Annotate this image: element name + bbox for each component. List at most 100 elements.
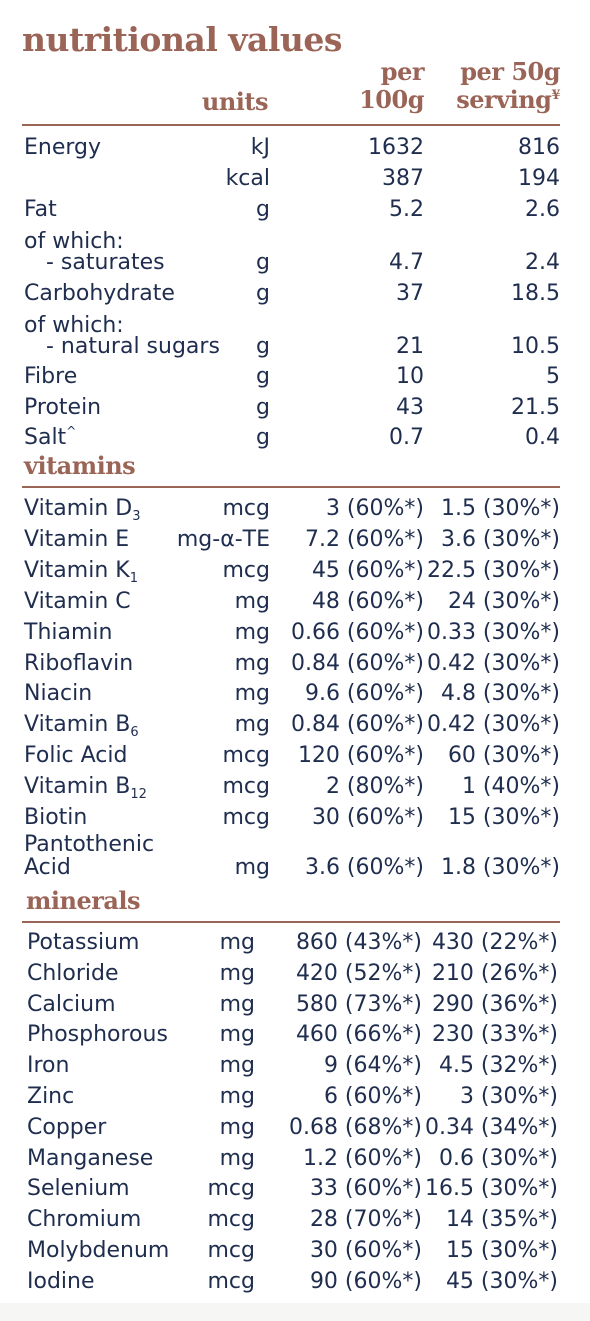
table-row-energy-kj: Energy kJ 1632 816 [0, 133, 590, 163]
per-serving-value: 24 (30%*) [447, 588, 560, 614]
nutrient-name: Calcium [27, 990, 116, 1020]
minerals-section-title: minerals [26, 886, 141, 915]
nutrient-name: Vitamin E [24, 525, 129, 555]
nutrient-name-text: Riboflavin [24, 650, 134, 676]
per-100g-value: 0.7 [389, 425, 424, 450]
nutrient-name: Iodine [27, 1267, 95, 1297]
nutrient-unit: g [256, 197, 270, 222]
per-100g-value: 1.2 (60%*) [302, 1145, 422, 1171]
nutrient-subscript: 6 [130, 725, 139, 741]
per-serving-value: 3.6 (30%*) [440, 526, 560, 552]
table-row: Chloride mg 420 (52%*) 210 (26%*) [0, 959, 590, 989]
per-serving-value: 1.8 (30%*) [440, 855, 560, 880]
nutrient-name: Vitamin C [24, 587, 131, 617]
per-serving-value: 15 (30%*) [447, 805, 560, 830]
nutrient-name-text: Vitamin B [24, 712, 131, 738]
nutrient-name-text: Zinc [27, 1084, 75, 1109]
nutrient-unit: mg [219, 960, 255, 986]
table-row: Vitamin D3 mcg 3 (60%*) 1.5 (30%*) [0, 494, 590, 524]
table-row: Manganese mg 1.2 (60%*) 0.6 (30%*) [0, 1144, 590, 1174]
nutrient-name-text: Folic Acid [24, 743, 128, 769]
nutrient-unit: mcg [207, 1268, 256, 1294]
nutrient-unit: mg [234, 855, 270, 880]
nutrient-unit: mg [219, 1114, 255, 1140]
nutrient-unit: mg [234, 588, 270, 614]
per-serving-value: 2.6 [525, 197, 560, 222]
per-serving-value: 21.5 [511, 395, 560, 420]
nutrient-name-text: Molybdenum [27, 1238, 170, 1263]
per-serving-value: 4.8 (30%*) [440, 681, 560, 707]
table-row: Vitamin C mg 48 (60%*) 24 (30%*) [0, 587, 590, 617]
nutrient-name-text: Thiamin [24, 619, 113, 645]
per-100g-header-line2: 100g [359, 85, 424, 114]
per-100g-value: 48 (60%*) [311, 588, 424, 614]
nutrient-name: Pantothenic [24, 832, 155, 857]
table-row: Molybdenum mcg 30 (60%*) 15 (30%*) [0, 1236, 590, 1266]
nutrient-unit: mg-α-TE [176, 526, 270, 552]
nutrient-name: Fibre [24, 364, 78, 389]
nutrient-unit: mg [219, 1053, 255, 1079]
per-100g-value: 9.6 (60%*) [304, 681, 424, 707]
per-100g-value: 1632 [368, 135, 424, 160]
per-serving-value: 45 (30%*) [445, 1268, 558, 1294]
nutrient-unit: g [256, 334, 270, 359]
nutrient-name: - natural sugars [46, 334, 220, 359]
per-serving-value: 0.42 (30%*) [426, 650, 560, 676]
nutrient-name-text: Iron [27, 1053, 70, 1079]
per-100g-value: 420 (52%*) [295, 960, 422, 986]
nutrient-name-text: Biotin [24, 805, 88, 830]
of-which-label: of which: [24, 313, 124, 338]
per-100g-column-header: per 100g [320, 58, 424, 114]
per-100g-value: 0.66 (60%*) [290, 619, 424, 645]
table-row: Phosphorous mg 460 (66%*) 230 (33%*) [0, 1020, 590, 1050]
per-100g-value: 7.2 (60%*) [304, 526, 424, 552]
table-row: Vitamin B12 mcg 2 (80%*) 1 (40%*) [0, 772, 590, 802]
nutrient-name-text: Niacin [24, 681, 93, 707]
per-100g-value: 460 (66%*) [295, 1022, 422, 1048]
nutrient-name: Chloride [27, 959, 119, 989]
per-100g-value: 387 [382, 166, 424, 191]
per-100g-value: 3.6 (60%*) [304, 855, 424, 880]
per-100g-value: 30 (60%*) [311, 805, 424, 830]
vitamins-divider [22, 486, 560, 488]
per-serving-value: 0.6 (30%*) [438, 1145, 558, 1171]
table-row: Iron mg 9 (64%*) 4.5 (32%*) [0, 1051, 590, 1081]
nutrient-unit: mcg [207, 1207, 256, 1233]
nutrient-unit: g [256, 425, 270, 450]
nutrient-name-text: Vitamin B [24, 774, 131, 800]
nutrient-name-text: Chromium [27, 1207, 142, 1233]
per-100g-value: 33 (60%*) [309, 1176, 422, 1202]
nutrient-name: Salt^ [24, 423, 76, 453]
nutrient-unit: mcg [222, 805, 271, 830]
per-100g-value: 37 [396, 281, 424, 306]
nutrient-name: - saturates [46, 250, 165, 275]
nutrient-unit: mg [234, 619, 270, 645]
table-row-salt: Salt^ g 0.7 0.4 [0, 423, 590, 453]
per-100g-value: 9 (64%*) [323, 1053, 422, 1079]
per-serving-value: 194 [518, 166, 560, 191]
nutrient-unit: g [256, 281, 270, 306]
nutrient-name: Copper [27, 1113, 106, 1143]
table-row-pantothenic-acid: Acid mg 3.6 (60%*) 1.8 (30%*) [0, 853, 590, 883]
per-serving-value: 1.5 (30%*) [440, 496, 560, 521]
per-serving-value: 16.5 (30%*) [424, 1176, 558, 1202]
table-row: Copper mg 0.68 (68%*) 0.34 (34%*) [0, 1113, 590, 1143]
nutrient-name: Carbohydrate [24, 281, 175, 306]
nutrient-name: Acid [24, 855, 71, 880]
nutrient-subscript: 3 [132, 509, 141, 524]
nutrient-unit: mg [219, 1022, 255, 1048]
table-row-fibre: Fibre g 10 5 [0, 362, 590, 392]
nutrient-unit: mcg [222, 774, 271, 800]
nutrient-name: Folic Acid [24, 741, 127, 771]
per-serving-value: 230 (33%*) [431, 1022, 558, 1048]
table-row: Vitamin K1 mcg 45 (60%*) 22.5 (30%*) [0, 556, 590, 586]
nutrient-name: Riboflavin [24, 649, 133, 679]
nutrient-name: Vitamin B6 [24, 710, 139, 740]
per-100g-value: 43 [396, 395, 424, 420]
nutrient-name: Vitamin D3 [24, 494, 141, 524]
table-row: Vitamin B6 mg 0.84 (60%*) 0.42 (30%*) [0, 710, 590, 740]
of-which-label: of which: [24, 229, 124, 254]
per-100g-value: 45 (60%*) [311, 557, 424, 583]
nutrient-name-text: Vitamin E [24, 526, 130, 552]
